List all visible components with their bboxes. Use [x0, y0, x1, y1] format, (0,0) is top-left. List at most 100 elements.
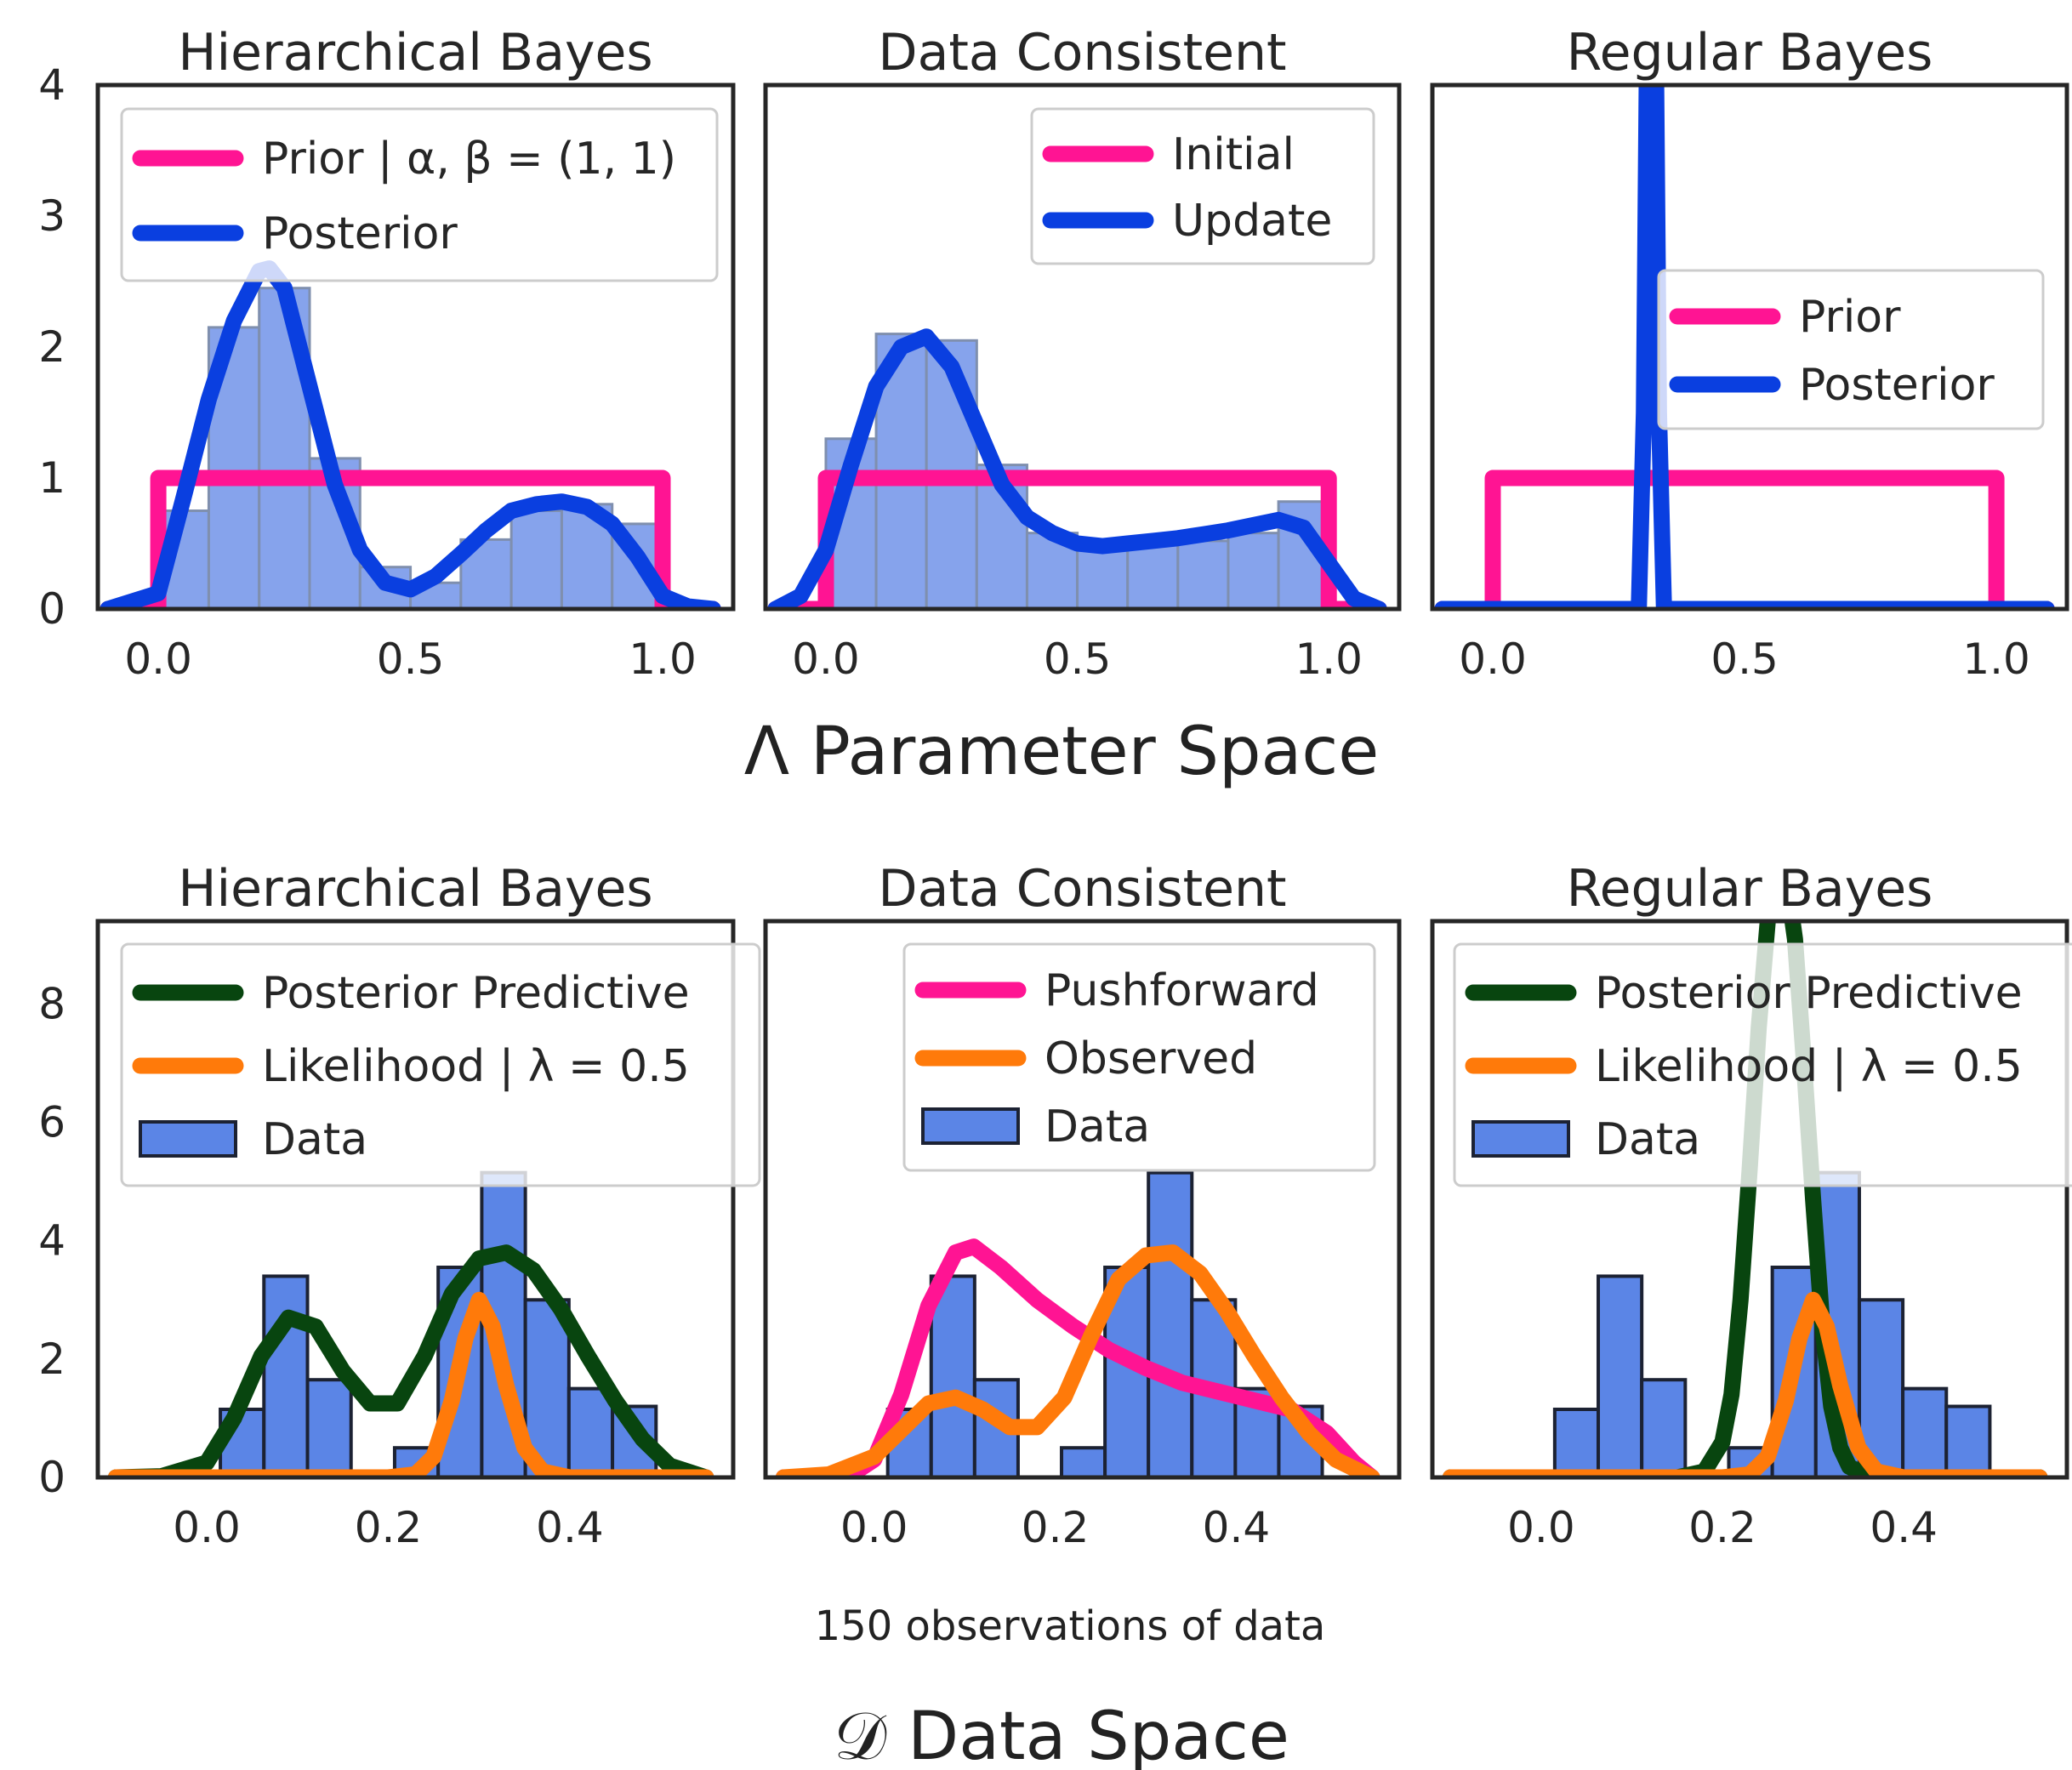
series-line-2	[100, 260, 721, 609]
histogram-bar	[1901, 1386, 1949, 1477]
histogram-bar	[1552, 1407, 1601, 1477]
panel-title: Data Consistent	[878, 859, 1286, 919]
y-tick-label: 3	[38, 191, 65, 241]
legend-label: Data	[262, 1114, 367, 1165]
legend-swatch	[1471, 1120, 1570, 1158]
x-tick-label: 1.0	[1295, 635, 1363, 684]
legend-swatch	[139, 1120, 237, 1158]
legend-label: Prior	[1799, 292, 1901, 343]
histogram-bar	[1944, 1404, 1992, 1477]
histogram-bar	[1227, 532, 1280, 609]
legend: Initial Update	[1030, 107, 1375, 265]
x-tick-label: 0.0	[792, 635, 860, 684]
x-tick-label: 0.4	[1203, 1503, 1271, 1552]
legend: Pushforward Observed Data	[902, 942, 1376, 1172]
legend-label: Posterior	[262, 208, 458, 259]
legend-label: Posterior Predictive	[1595, 968, 2023, 1019]
series-line-2	[1434, 85, 2055, 609]
observations-caption: 150 observations of data	[815, 1602, 1326, 1650]
x-tick-label: 0.5	[1711, 635, 1779, 684]
y-tick-label: 4	[38, 1216, 65, 1266]
histogram-bar	[1640, 1378, 1688, 1477]
series-line-2	[775, 1244, 1380, 1477]
y-tick-label: 4	[38, 60, 65, 110]
plot-area	[775, 1170, 1380, 1477]
legend-label: Likelihood | λ = 0.5	[262, 1041, 690, 1092]
histogram-bar	[262, 1274, 310, 1477]
axes-frame	[763, 83, 1402, 612]
series-line-2	[107, 1291, 714, 1477]
series-line-2	[767, 328, 1387, 609]
panel-3: Regular Bayes 0.0 0.5 1.0 Prior Posterior	[1430, 23, 2069, 684]
plot-area	[107, 1170, 714, 1477]
axes-frame	[1430, 919, 2069, 1480]
legend-label: Likelihood | λ = 0.5	[1595, 1041, 2023, 1092]
y-tick-label: 6	[38, 1098, 65, 1147]
axes-frame	[763, 919, 1402, 1480]
legend-label: Pushforward	[1045, 965, 1319, 1016]
panel-6: Regular Bayes 0.0 0.2 0.4 Posterior Predicti…	[1430, 859, 2072, 1552]
histogram-bar	[1060, 1446, 1107, 1477]
x-tick-label: 0.4	[1870, 1503, 1938, 1552]
histogram-bar	[1597, 1274, 1644, 1477]
histogram-bar	[305, 1378, 353, 1477]
data-space-caption: 𝒟 Data Space	[834, 1699, 1289, 1770]
x-tick-label: 0.4	[536, 1503, 604, 1552]
y-tick-label: 0	[38, 584, 65, 634]
legend-label: Posterior Predictive	[262, 968, 690, 1019]
panel-title: Regular Bayes	[1567, 23, 1933, 83]
x-tick-label: 0.2	[1688, 1503, 1756, 1552]
legend-label: Update	[1172, 196, 1332, 247]
axes-frame	[1430, 83, 2069, 612]
plot-area	[100, 260, 721, 609]
legend-box	[1453, 942, 2072, 1187]
histogram-bar	[1176, 539, 1230, 609]
legend-label: Data	[1595, 1114, 1700, 1165]
legend-label: Prior | α, β = (1, 1)	[262, 134, 676, 185]
legend: Posterior Predictive Likelihood | λ = 0.5…	[1453, 942, 2072, 1187]
x-tick-label: 0.0	[1459, 635, 1527, 684]
panel-2: Data Consistent 0.0 0.5 1.0 Initial Update	[763, 23, 1402, 684]
legend: Posterior Predictive Likelihood | λ = 0.5…	[120, 942, 761, 1187]
panel-1: Hierarchical Bayes 0.0 0.5 1.0 0 1 2 3 4 Prior | …	[38, 23, 736, 684]
legend-box	[120, 107, 719, 282]
y-tick-label: 2	[38, 322, 65, 372]
histogram-bar	[566, 1386, 615, 1477]
x-tick-label: 0.0	[173, 1503, 241, 1552]
x-tick-label: 0.5	[377, 635, 445, 684]
series-line-1	[100, 470, 721, 609]
legend-label: Posterior	[1799, 360, 1995, 411]
axes-frame	[95, 919, 736, 1480]
histogram-bar	[1147, 1170, 1194, 1477]
x-tick-label: 0.0	[1507, 1503, 1575, 1552]
histogram-bar	[929, 1274, 976, 1477]
y-tick-label: 0	[38, 1453, 65, 1502]
panels: Hierarchical Bayes 0.0 0.5 1.0 0 1 2 3 4 Prior | …	[38, 23, 2072, 1552]
legend-label: Data	[1045, 1101, 1150, 1152]
legend-swatch	[921, 1107, 1020, 1145]
x-tick-label: 0.2	[355, 1503, 423, 1552]
x-tick-label: 0.0	[124, 635, 192, 684]
series-line-1	[767, 470, 1387, 609]
legend: Prior | α, β = (1, 1) Posterior	[120, 107, 719, 282]
legend-label: Initial	[1172, 129, 1295, 180]
legend-box	[902, 942, 1376, 1172]
x-tick-label: 1.0	[629, 635, 697, 684]
plot-area	[1442, 921, 2048, 1477]
panel-title: Hierarchical Bayes	[178, 23, 652, 83]
plot-area	[1434, 85, 2055, 609]
legend-label: Observed	[1045, 1033, 1257, 1084]
legend: Prior Posterior	[1657, 269, 2045, 430]
histogram-bar	[509, 509, 563, 609]
y-tick-label: 8	[38, 979, 65, 1028]
panel-title: Hierarchical Bayes	[178, 859, 652, 919]
panel-5: Data Consistent 0.0 0.2 0.4 Pushforward Obser…	[763, 859, 1402, 1552]
y-tick-label: 1	[38, 453, 65, 503]
x-tick-label: 0.2	[1022, 1503, 1090, 1552]
x-tick-label: 0.0	[840, 1503, 908, 1552]
x-tick-label: 1.0	[1962, 635, 2030, 684]
panel-title: Regular Bayes	[1567, 859, 1933, 919]
panel-4: Hierarchical Bayes 0.0 0.2 0.4 0 2 4 6 8 Posterio…	[38, 859, 761, 1552]
histogram-bar	[1126, 542, 1180, 609]
